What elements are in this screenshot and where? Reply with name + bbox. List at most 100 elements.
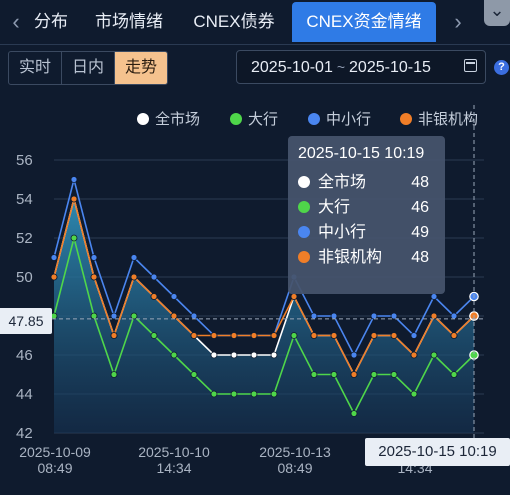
chevron-left-icon[interactable]: ‹	[12, 9, 20, 34]
data-point	[150, 273, 158, 281]
x-tick-label: 2025-10-10	[138, 444, 210, 460]
series-dot-icon	[298, 201, 310, 213]
data-point	[390, 371, 398, 378]
legend-swatch-icon	[308, 113, 320, 125]
data-point	[430, 351, 438, 359]
chart-tooltip: 2025-10-15 10:19 全市场 48 大行 46 中小行 49 非银机…	[288, 136, 445, 294]
y-axis-pointer-label: 47.85	[0, 308, 52, 334]
data-point	[250, 351, 258, 359]
data-point	[310, 371, 318, 378]
tab-distribution[interactable]: 分布	[34, 12, 68, 31]
data-point	[170, 293, 178, 300]
data-point	[270, 390, 278, 398]
data-point	[90, 254, 98, 261]
data-point	[230, 390, 238, 398]
data-point	[190, 371, 198, 378]
range-trend-button[interactable]: 走势	[115, 52, 167, 84]
tooltip-series-name: 中小行	[318, 224, 367, 241]
data-point	[430, 312, 438, 320]
data-point	[250, 390, 258, 398]
tab-market-sentiment[interactable]: 市场情绪	[95, 12, 163, 31]
tooltip-series-name: 大行	[318, 199, 351, 216]
calendar-icon	[464, 59, 477, 72]
tooltip-series-name: 非银机构	[318, 249, 383, 266]
data-point	[90, 312, 98, 320]
data-point	[110, 371, 118, 378]
data-point	[370, 371, 378, 378]
y-tick-label: 54	[16, 191, 33, 208]
data-point	[350, 410, 358, 417]
date-end: 2025-10-15	[349, 59, 431, 76]
date-range-picker[interactable]: 2025-10-01 ~2025-10-15	[236, 50, 486, 84]
data-point	[170, 351, 178, 359]
data-point	[270, 351, 278, 359]
data-point	[450, 312, 458, 320]
data-point	[290, 332, 298, 339]
data-point	[170, 312, 178, 320]
tooltip-title: 2025-10-15 10:19	[298, 145, 425, 162]
data-point	[270, 332, 278, 339]
data-point	[410, 351, 418, 359]
data-point	[210, 332, 218, 339]
data-point	[330, 332, 338, 339]
y-tick-label: 46	[16, 347, 33, 364]
y-tick-label: 44	[16, 386, 33, 403]
data-point	[150, 332, 158, 339]
y-tick-label: 52	[16, 230, 33, 247]
data-point	[70, 234, 78, 242]
data-point	[130, 254, 138, 261]
tooltip-row: 中小行 49	[298, 220, 435, 245]
x-tick-label: 2025-10-13	[259, 444, 331, 460]
data-point	[370, 312, 378, 320]
y-tick-label: 42	[16, 425, 33, 442]
data-point	[330, 371, 338, 378]
legend[interactable]: 全市场 大行 中小行 非银机构	[137, 110, 478, 128]
legend-swatch-icon	[400, 113, 412, 125]
area-fill	[54, 199, 474, 433]
series-dot-icon	[298, 226, 310, 238]
range-realtime-button[interactable]: 实时	[9, 52, 62, 84]
data-point	[250, 332, 258, 339]
data-point	[210, 390, 218, 398]
help-icon[interactable]: ?	[494, 60, 509, 75]
series-line	[53, 237, 475, 416]
tab-cnex-bond[interactable]: CNEX债券	[193, 12, 275, 31]
series-dot-icon	[298, 176, 310, 188]
data-point	[410, 390, 418, 398]
data-point	[350, 371, 358, 378]
y-tick-label: 50	[16, 269, 33, 286]
data-point	[450, 332, 458, 339]
y-tick-label: 56	[16, 152, 33, 169]
data-point	[190, 332, 198, 339]
data-point	[130, 312, 138, 320]
data-point	[130, 273, 138, 281]
data-point	[350, 351, 358, 359]
series-line	[53, 198, 475, 377]
tooltip-series-value: 46	[411, 199, 429, 216]
data-point	[210, 351, 218, 359]
tooltip-series-value: 49	[411, 224, 429, 241]
data-point	[50, 254, 58, 261]
chevron-down-icon[interactable]: ⌄	[484, 0, 510, 26]
data-point	[390, 332, 398, 339]
x-axis-pointer-label: 2025-10-15 10:19	[365, 438, 510, 466]
tooltip-series-name: 全市场	[318, 174, 367, 191]
data-point	[330, 312, 338, 320]
tooltip-row: 非银机构 48	[298, 245, 435, 270]
tab-divider	[0, 44, 510, 45]
tab-bar: ‹ 分布 市场情绪 CNEX债券 CNEX资金情绪 › ⌄	[0, 0, 510, 44]
tooltip-series-value: 48	[411, 174, 429, 191]
data-point	[230, 351, 238, 359]
date-start: 2025-10-01	[251, 59, 333, 76]
series-lines	[53, 179, 475, 416]
chart[interactable]: 42444648505254562025-10-0908:492025-10-1…	[0, 95, 510, 495]
range-intraday-button[interactable]: 日内	[62, 52, 115, 84]
series-points	[50, 176, 479, 417]
data-point	[390, 312, 398, 320]
data-point	[110, 332, 118, 339]
legend-label: 大行	[248, 111, 278, 128]
data-point	[190, 312, 198, 320]
chevron-right-icon[interactable]: ›	[454, 9, 462, 34]
x-tick-label: 08:49	[277, 460, 312, 476]
tab-cnex-funding-sentiment[interactable]: CNEX资金情绪	[292, 2, 436, 42]
